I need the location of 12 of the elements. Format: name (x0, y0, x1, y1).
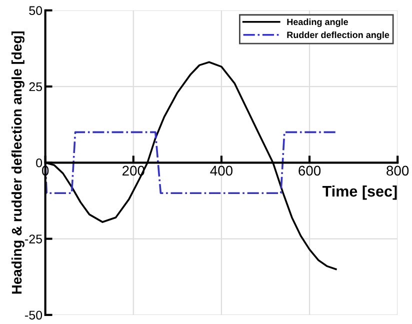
legend-label: Rudder deflection angle (287, 31, 390, 40)
y-axis-title: Heading & rudder deflection angle [deg] (11, 31, 24, 294)
x-axis-title: Time [sec] (322, 185, 397, 200)
y-tick-label: 0 (36, 158, 42, 168)
x-tick-label: 400 (210, 166, 232, 176)
y-tick-label: 25 (29, 82, 42, 92)
legend-label: Heading angle (287, 18, 348, 27)
y-tick-label: 50 (29, 6, 42, 16)
x-tick-label: 800 (386, 166, 409, 176)
y-tick-label: -25 (25, 234, 42, 244)
y-tick-label: -50 (25, 310, 42, 320)
x-tick-label: 600 (298, 166, 321, 176)
